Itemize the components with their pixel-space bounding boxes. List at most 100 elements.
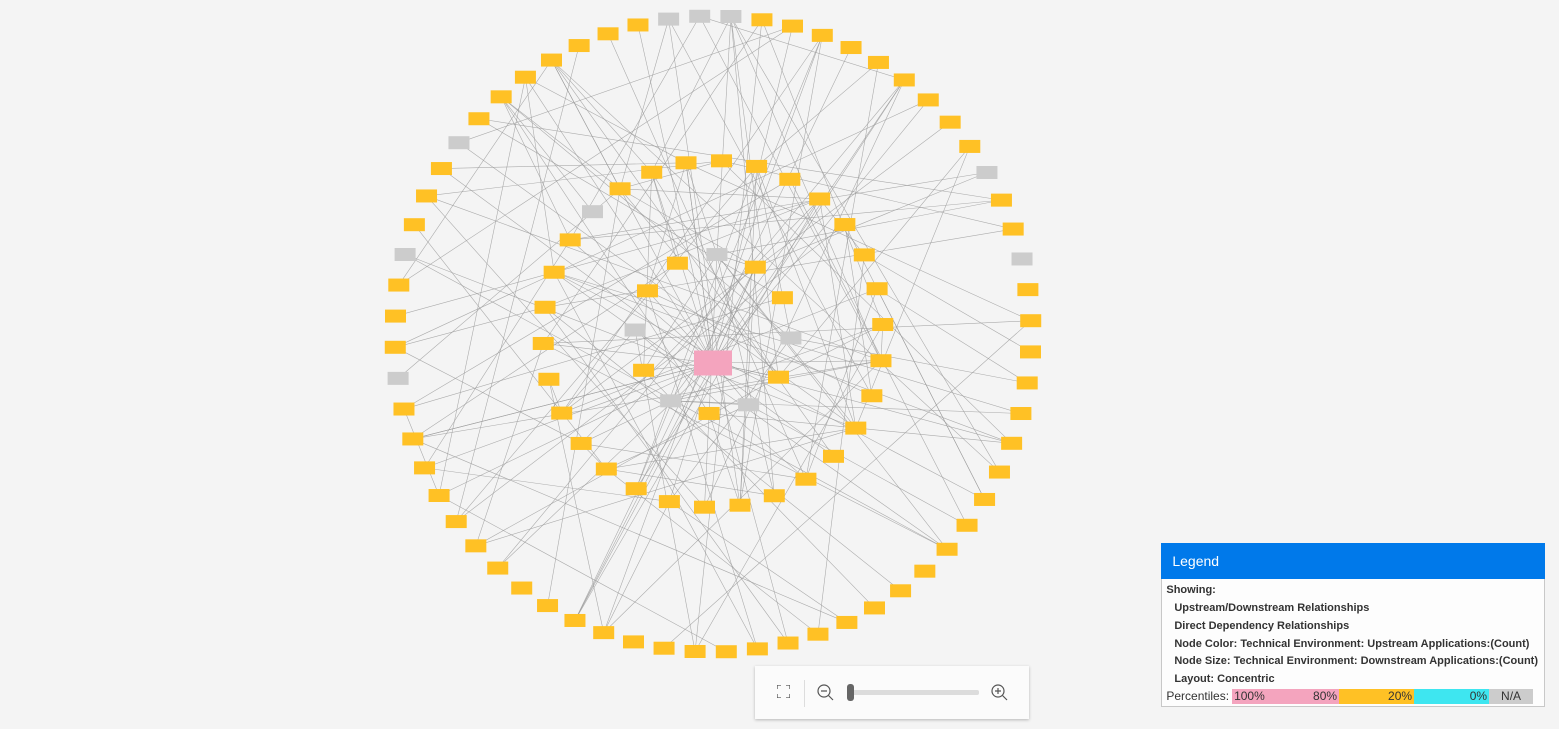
application-node[interactable] [845,421,867,435]
application-node[interactable] [388,278,410,292]
application-node[interactable] [568,39,590,53]
application-node[interactable] [1002,222,1024,236]
zoom-slider-track[interactable] [851,690,979,695]
application-node[interactable] [836,615,858,629]
application-node[interactable] [595,462,617,476]
application-node[interactable] [834,218,856,232]
application-node[interactable] [633,363,655,377]
application-node[interactable] [720,10,742,24]
application-node[interactable] [538,372,560,386]
application-node[interactable] [710,154,732,168]
application-node[interactable] [1010,407,1032,421]
application-node[interactable] [914,564,936,578]
application-node[interactable] [706,248,728,262]
application-node[interactable] [403,218,425,232]
application-node[interactable] [593,626,615,640]
application-node[interactable] [751,13,773,27]
application-node[interactable] [684,644,706,658]
application-node[interactable] [385,309,407,323]
application-node[interactable] [543,265,565,279]
application-node[interactable] [402,432,424,446]
application-node[interactable] [715,645,737,659]
application-node[interactable] [468,112,490,126]
application-node[interactable] [893,73,915,87]
application-node[interactable] [936,542,958,556]
application-node[interactable] [890,584,912,598]
application-node[interactable] [625,482,647,496]
application-node[interactable] [511,581,533,595]
application-node[interactable] [387,371,409,385]
application-node[interactable] [698,406,720,420]
application-node[interactable] [956,518,978,532]
application-node[interactable] [597,27,619,41]
application-node[interactable] [622,635,644,649]
application-node[interactable] [414,461,436,475]
application-node[interactable] [658,495,680,509]
zoom-slider-thumb[interactable] [847,684,854,701]
application-node[interactable] [653,641,675,655]
application-node[interactable] [537,599,559,613]
application-node[interactable] [939,115,961,129]
application-node[interactable] [822,449,844,463]
application-node[interactable] [1017,283,1039,297]
application-node[interactable] [771,291,793,305]
fit-to-screen-icon[interactable] [777,685,790,698]
application-node[interactable] [551,406,573,420]
application-node[interactable] [1020,314,1042,328]
application-node[interactable] [990,193,1012,207]
application-node[interactable] [416,189,438,203]
application-node[interactable] [872,318,894,332]
application-node[interactable] [746,159,768,173]
application-node[interactable] [863,601,885,615]
application-node[interactable] [861,389,883,403]
application-node[interactable] [666,256,688,270]
application-node[interactable] [658,12,680,26]
application-node[interactable] [570,436,592,450]
application-node[interactable] [782,19,804,33]
application-node[interactable] [636,284,658,298]
application-node[interactable] [641,165,663,179]
application-node[interactable] [853,248,875,262]
application-node[interactable] [780,331,802,345]
application-node[interactable] [729,498,751,512]
zoom-in-icon[interactable] [991,684,1009,702]
application-node[interactable] [559,233,581,247]
application-node[interactable] [660,394,682,408]
application-node[interactable] [917,93,939,107]
application-node[interactable] [448,136,470,150]
application-node[interactable] [870,354,892,368]
application-node[interactable] [976,166,998,180]
application-node[interactable] [627,18,649,32]
application-node[interactable] [541,53,563,67]
application-node[interactable] [840,41,862,55]
application-node[interactable] [564,613,586,627]
application-node[interactable] [866,282,888,296]
application-node[interactable] [514,70,536,84]
application-node[interactable] [534,300,556,314]
application-node[interactable] [959,139,981,153]
application-node[interactable] [738,398,760,412]
application-node[interactable] [1019,345,1041,359]
zoom-out-icon[interactable] [817,684,835,702]
application-node[interactable] [609,182,631,196]
application-node[interactable] [795,472,817,486]
application-node[interactable] [867,55,889,69]
application-node[interactable] [624,323,646,337]
application-node[interactable] [384,340,406,354]
application-node[interactable] [1001,436,1023,450]
application-node[interactable] [1016,376,1038,390]
application-node[interactable] [428,488,450,502]
application-node[interactable] [689,9,711,23]
application-node[interactable] [777,636,799,650]
application-node[interactable] [393,402,415,416]
application-node[interactable] [811,28,833,42]
application-node[interactable] [394,247,416,261]
focus-application-node[interactable] [694,350,732,376]
application-node[interactable] [974,492,996,506]
application-node[interactable] [807,627,829,641]
application-node[interactable] [675,156,697,170]
application-node[interactable] [532,336,554,350]
application-node[interactable] [988,465,1010,479]
application-node[interactable] [768,370,790,384]
application-node[interactable] [746,642,768,656]
